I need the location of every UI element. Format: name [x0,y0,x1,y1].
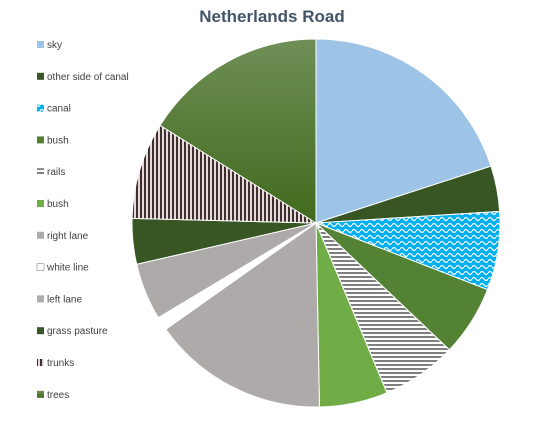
pie-slice-right-lane [165,222,320,408]
legend-swatch [37,200,44,207]
legend-swatch [37,390,44,398]
legend-label: left lane [47,294,82,305]
pie-slices [131,38,501,408]
pie-slice-trunks [131,124,318,224]
legend-swatch [36,263,45,272]
legend-label: other side of canal [47,72,129,83]
legend-label: canal [47,104,71,115]
legend-swatch [37,136,44,144]
legend-swatch [37,359,44,366]
legend-swatch [37,104,44,112]
legend-swatch [37,295,44,303]
legend-swatch [37,327,44,335]
legend-label: grass pasture [47,326,108,337]
legend-swatch [37,168,44,176]
legend-label: rails [47,167,65,178]
legend-label: bush [47,135,69,146]
pie-slice-sky [315,38,492,224]
chart-title: Netherlands Road [199,7,344,26]
legend-label: trees [47,390,69,401]
legend-label: white line [46,263,89,274]
legend-label: trunks [47,358,74,369]
legend-label: sky [47,40,62,51]
pie-slice-trees [159,38,317,224]
legend-swatch [37,72,44,80]
legend-label: right lane [47,231,89,242]
legend-swatch [37,41,44,48]
legend: sky other side of canal canal bush rails bush… [36,40,129,401]
legend-label: bush [47,199,69,210]
legend-swatch [37,231,44,239]
